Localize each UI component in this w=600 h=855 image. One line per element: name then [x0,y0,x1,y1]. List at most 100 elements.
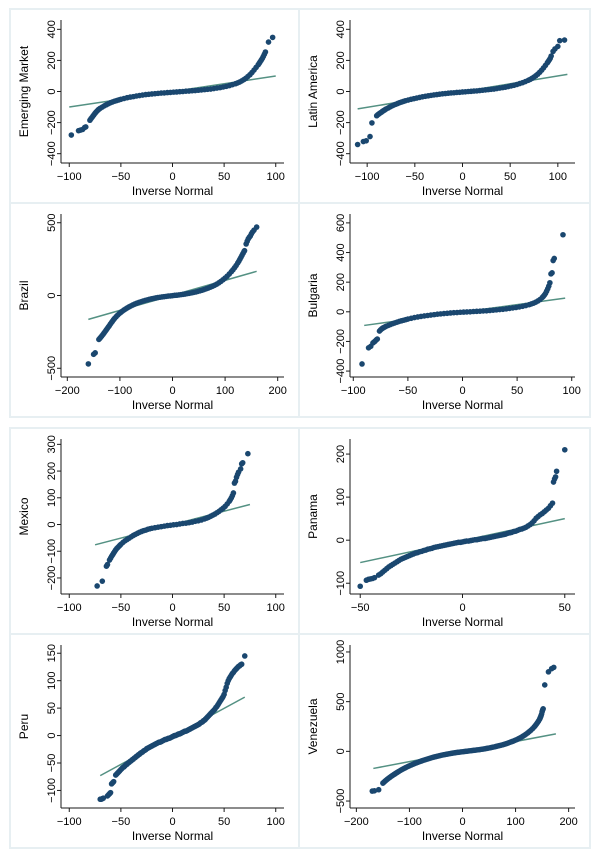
y-tick-label: −100 [46,778,58,803]
x-axis-title: Inverse Normal [132,615,213,629]
y-axis-title: Venezuela [306,698,320,754]
x-tick-label: 0 [169,171,175,183]
y-tick-label: 400 [46,20,58,38]
y-tick-label: 400 [335,20,347,38]
y-tick-label: 500 [335,692,347,710]
y-tick-label: 600 [335,214,347,232]
data-point [560,231,566,238]
data-point [369,120,375,126]
y-tick-label: −100 [335,571,347,596]
x-tick-label: 50 [504,171,516,183]
data-point [556,37,563,44]
data-point [241,653,248,659]
data-points [357,446,568,590]
qq-panel-bulgaria: −400 −200 0 200 400 600 −100 −50 0 50 100 Bulgaria I… [300,204,589,416]
x-tick-label: 100 [506,816,524,828]
data-point [94,583,100,589]
x-tick-label: −100 [341,385,366,397]
y-tick-label: −400 [335,141,347,166]
x-tick-label: −100 [57,816,82,828]
y-axis-title: Peru [17,714,31,739]
x-tick-label: 0 [459,171,465,183]
data-point [265,39,272,45]
y-tick-label: −400 [335,359,347,384]
y-tick-label: 300 [46,435,58,453]
y-tick-label: 0 [46,732,58,738]
y-tick-label: 0 [335,748,347,754]
x-axis-title: Inverse Normal [422,615,503,629]
y-tick-label: 0 [46,88,58,94]
x-tick-label: 100 [549,171,567,183]
data-point [253,224,260,230]
y-axis-title: Mexico [17,497,31,535]
data-point [110,778,117,785]
data-point [375,786,382,793]
data-point [371,574,378,581]
x-tick-label: −50 [399,385,418,397]
y-tick-label: 0 [46,292,58,298]
data-point [100,795,107,801]
data-point [357,583,364,590]
x-tick-label: 0 [459,602,465,614]
y-tick-label: −200 [335,110,347,135]
qq-chart-svg: −500 0 500 1000 −200 −100 0 100 200 Venezuela Inve… [306,640,578,843]
x-tick-label: 100 [563,385,581,397]
data-point [68,132,75,138]
qq-chart-svg: −500 0 500 −200 −100 0 100 200 Brazil Inverse Nor… [17,214,287,412]
x-tick-label: 0 [169,816,175,828]
y-tick-label: −200 [335,329,347,354]
y-tick-label: 500 [46,214,58,232]
data-point [548,53,554,59]
x-tick-label: −200 [344,816,369,828]
x-tick-label: 200 [269,385,287,397]
x-tick-label: 100 [267,171,285,183]
qq-panel-venezuela: −500 0 500 1000 −200 −100 0 100 200 Venezuela Inve… [300,635,589,847]
data-point [359,361,365,367]
y-tick-label: 200 [335,445,347,463]
qq-panel-mexico: −200 −100 0 100 200 300 −100 −50 0 50 100 Mexico Inv… [11,429,300,635]
x-tick-label: 100 [267,602,285,614]
y-tick-label: −50 [46,754,58,773]
x-axis-title: Inverse Normal [422,398,503,412]
data-point [262,49,269,55]
data-point [354,141,361,148]
data-points [369,664,557,794]
data-points [359,231,566,367]
data-point [374,336,381,342]
y-tick-label: 100 [46,671,58,689]
figure-block-top: −400 −200 0 200 400 −100 −50 0 50 100 Emerging Mar… [9,8,591,418]
x-tick-label: −50 [351,602,370,614]
y-tick-label: 200 [46,462,58,480]
y-tick-label: 400 [335,243,347,261]
data-point [561,446,568,453]
data-point [550,664,557,671]
qq-chart-svg: −200 −100 0 100 200 300 −100 −50 0 50 100 Mexico Inv… [17,435,285,629]
data-point [269,34,276,41]
y-tick-label: 50 [46,702,58,714]
y-tick-label: 0 [335,309,347,315]
x-tick-label: −100 [57,602,82,614]
data-point [363,137,370,144]
y-axis-title: Panama [306,494,320,539]
y-tick-label: 200 [335,51,347,69]
data-point [555,43,561,50]
y-tick-label: −400 [46,141,58,166]
y-axis-title: Latin America [306,55,320,128]
x-axis-title: Inverse Normal [132,398,213,412]
qq-panel-emerging-market: −400 −200 0 200 400 −100 −50 0 50 100 Emerging Mar… [11,10,300,204]
data-points [94,450,251,589]
x-tick-label: −200 [55,385,80,397]
y-tick-label: 200 [46,51,58,69]
data-point [92,350,98,356]
data-point [107,789,114,796]
data-points [68,34,276,138]
y-tick-label: 150 [46,644,58,662]
x-tick-label: −50 [405,171,424,183]
data-point [561,37,568,43]
data-point [547,279,553,286]
data-point [245,450,251,457]
x-tick-label: −50 [112,816,131,828]
y-tick-label: −500 [46,356,58,381]
x-tick-label: 50 [511,385,523,397]
data-point [367,133,373,140]
